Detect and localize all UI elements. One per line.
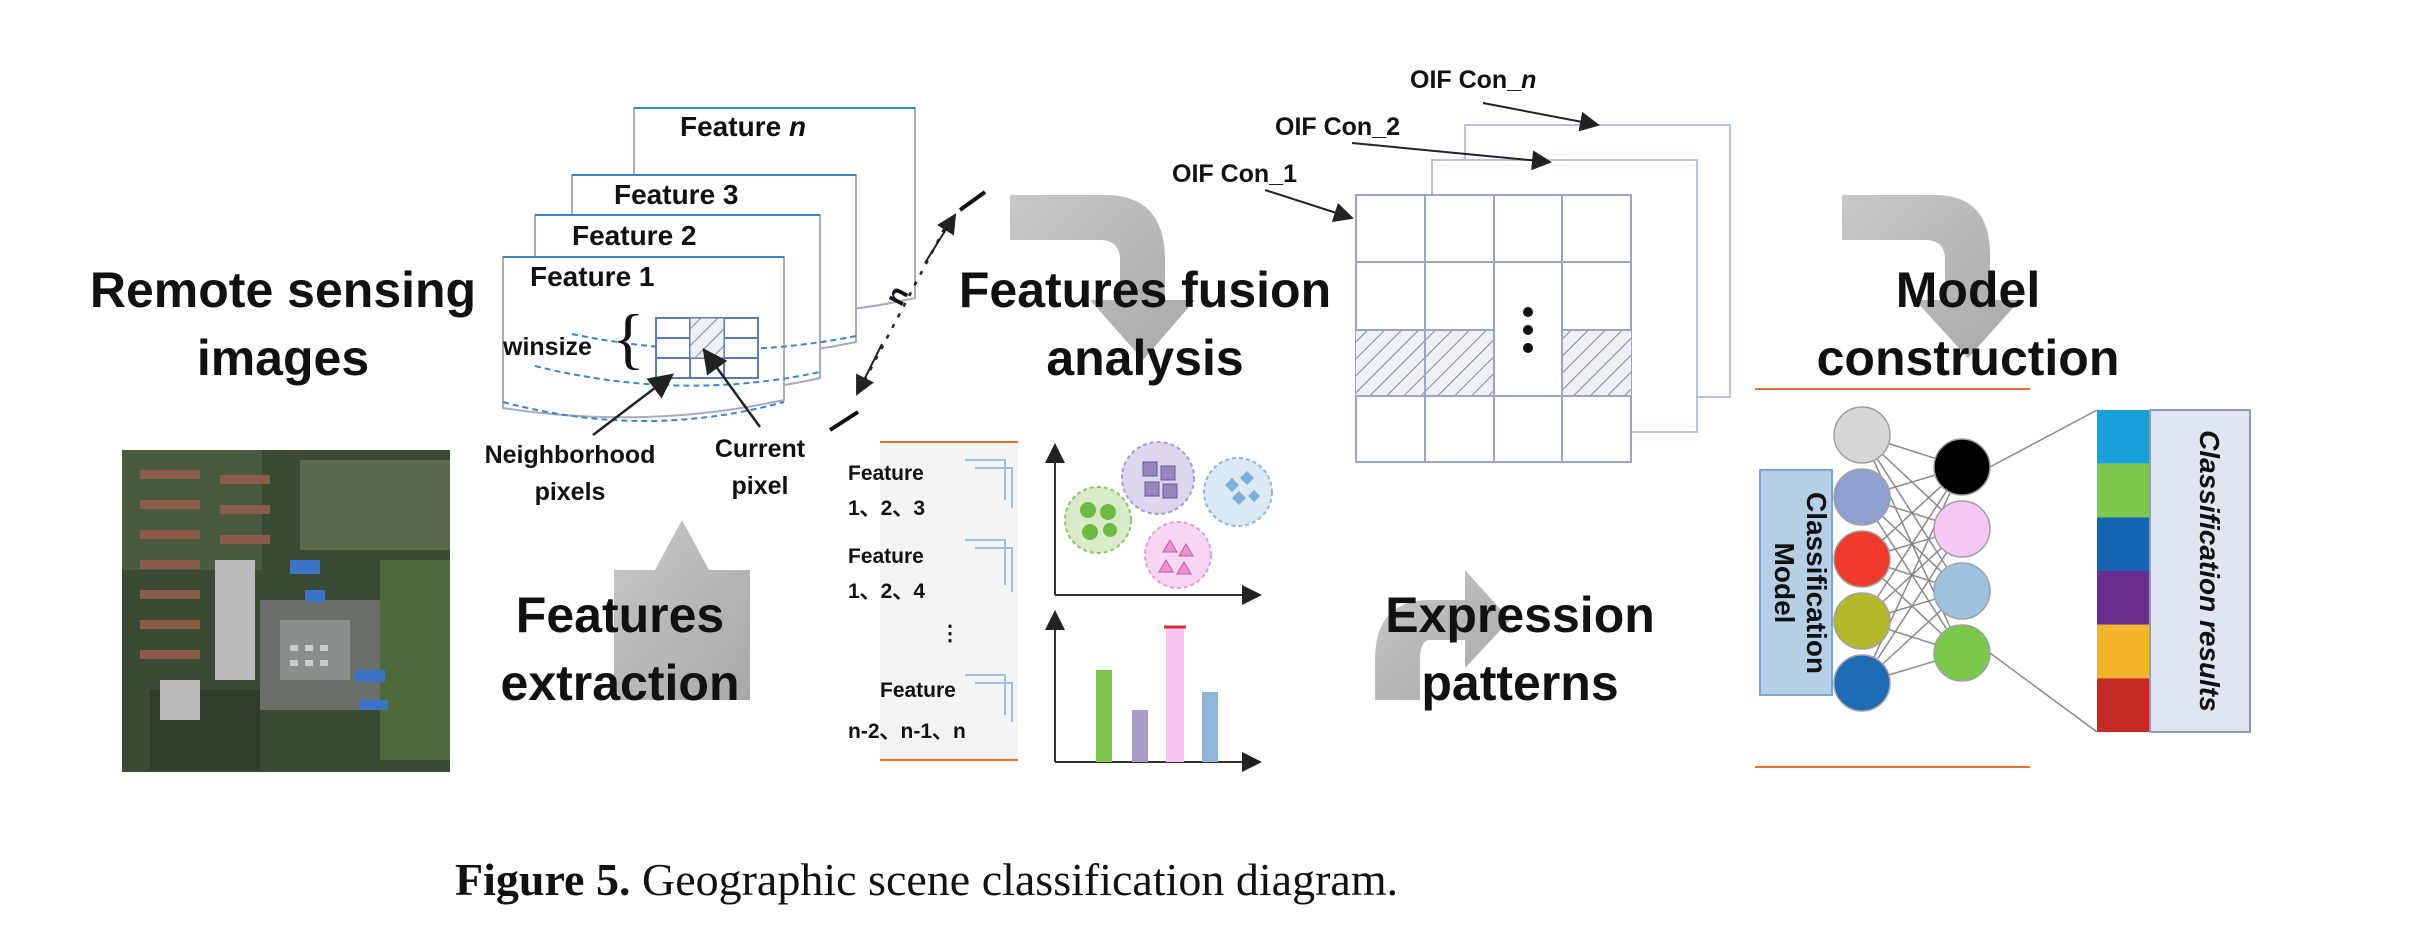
oif-grid-stack: [1355, 124, 1731, 463]
nn-output-node: [1933, 562, 1991, 620]
features-extraction-heading-line1: Features: [516, 587, 724, 643]
classification-result-bar: [2097, 571, 2150, 625]
features-fusion-heading-line2: analysis: [1046, 330, 1243, 386]
figure-caption: Figure 5. Geographic scene classificatio…: [455, 854, 1398, 905]
caption-text: Geographic scene classification diagram.: [630, 854, 1398, 905]
feature-n-label: Feature n: [680, 111, 806, 142]
feature-stack: [502, 107, 916, 422]
nn-input-node: [1833, 654, 1891, 712]
classification-result-bar: [2097, 624, 2150, 679]
classification-model-box: [1759, 469, 1833, 696]
model-construction-heading-line1: Model: [1896, 262, 2040, 318]
caption-label: Figure 5.: [455, 854, 630, 905]
oif-con-1-label: OIF Con_1: [1172, 160, 1297, 188]
classification-model-label: ClassificationModel: [1769, 492, 1832, 674]
window-grid: [655, 317, 759, 379]
classification-result-bar: [2097, 517, 2150, 571]
classification-result-bar: [2097, 678, 2150, 732]
bar-4: [1202, 692, 1218, 762]
n-connector: [828, 190, 987, 432]
neighborhood-label-line1: Neighborhood: [485, 441, 656, 469]
oif-con-2-arrow: [1351, 142, 1552, 171]
expression-patterns-heading-line2: patterns: [1421, 655, 1618, 711]
classification-model-label-line1: Classification: [1801, 492, 1832, 674]
feature-group2-title: Feature: [848, 545, 924, 568]
oif-con-2-label: OIF Con_2: [1275, 113, 1400, 141]
features-fusion-heading-line1: Features fusion: [959, 262, 1331, 318]
nn-edge: [1861, 466, 1963, 622]
feature-group1-items: 1、2、3: [848, 497, 925, 520]
feature-n-prefix: Feature: [680, 111, 789, 142]
expression-patterns-arrow: [1375, 570, 1510, 700]
oif-con-n-italic: n: [1521, 66, 1536, 94]
neighborhood-arrow: [592, 373, 674, 436]
model-construction-arrow: [1842, 195, 2020, 358]
feature-combination-list: [880, 441, 1018, 761]
current-pixel-arrow: [702, 347, 762, 428]
feature-n-italic: n: [789, 111, 806, 142]
remote-sensing-heading-line1: Remote sensing: [90, 262, 476, 318]
classification-result-bar: [2097, 463, 2150, 518]
oif-con-n-prefix: OIF Con_: [1410, 66, 1522, 94]
feature-group2-items: 1、2、4: [848, 580, 925, 603]
bar-2: [1132, 710, 1148, 762]
nn-input-node: [1833, 592, 1891, 650]
feature-2-label: Feature 2: [572, 220, 697, 251]
expression-patterns-heading-line1: Expression: [1385, 587, 1655, 643]
nn-result-connector: [1989, 652, 2098, 733]
current-pixel-label-line1: Current: [715, 435, 806, 463]
nn-result-connector: [1989, 409, 2098, 468]
classification-result-bars: [2097, 410, 2150, 732]
feature-list-ellipsis: ⋮: [940, 622, 961, 645]
current-pixel-label-line2: pixel: [732, 472, 789, 500]
bar-3: [1166, 628, 1184, 762]
feature-1-label: Feature 1: [530, 261, 655, 292]
remote-sensing-image: [122, 450, 450, 772]
winsize-label: winsize: [502, 333, 592, 361]
nn-input-layer: [1833, 406, 1891, 712]
features-extraction-heading-line2: extraction: [501, 655, 740, 711]
classification-result-bar: [2097, 410, 2150, 464]
feature-group3-title: Feature: [880, 679, 956, 702]
features-fusion-arrow: [1010, 195, 1195, 360]
classification-results-box: [2149, 409, 2251, 733]
nn-edge: [1861, 466, 1963, 684]
nn-output-layer: [1933, 438, 1991, 682]
feature-3-label: Feature 3: [614, 179, 739, 210]
classification-model-label-line2: Model: [1769, 543, 1800, 624]
brace-icon: {: [612, 300, 645, 376]
classification-results-label: Classification results: [2194, 430, 2225, 712]
oif-con-n-label: OIF Con_n: [1410, 66, 1536, 94]
model-construction-heading-line2: construction: [1817, 330, 2120, 386]
feature-group1-title: Feature: [848, 462, 924, 485]
oif-con-1-arrow: [1264, 189, 1354, 223]
nn-input-node: [1833, 406, 1891, 464]
neighborhood-label-line2: pixels: [535, 478, 606, 506]
nn-input-node: [1833, 530, 1891, 588]
nn-input-node: [1833, 468, 1891, 526]
oif-con-n-arrow: [1482, 102, 1600, 132]
remote-sensing-heading-line2: images: [197, 330, 369, 386]
features-extraction-arrow: [614, 520, 750, 700]
bar-chart: [1045, 610, 1262, 772]
feature-group3-items: n-2、n-1、n: [848, 720, 966, 743]
nn-output-node: [1933, 438, 1991, 496]
nn-edge: [1861, 528, 1963, 684]
cluster-scatter-plot: [1045, 441, 1273, 605]
nn-output-node: [1933, 500, 1991, 558]
nn-output-node: [1933, 624, 1991, 682]
bar-1: [1096, 670, 1112, 762]
